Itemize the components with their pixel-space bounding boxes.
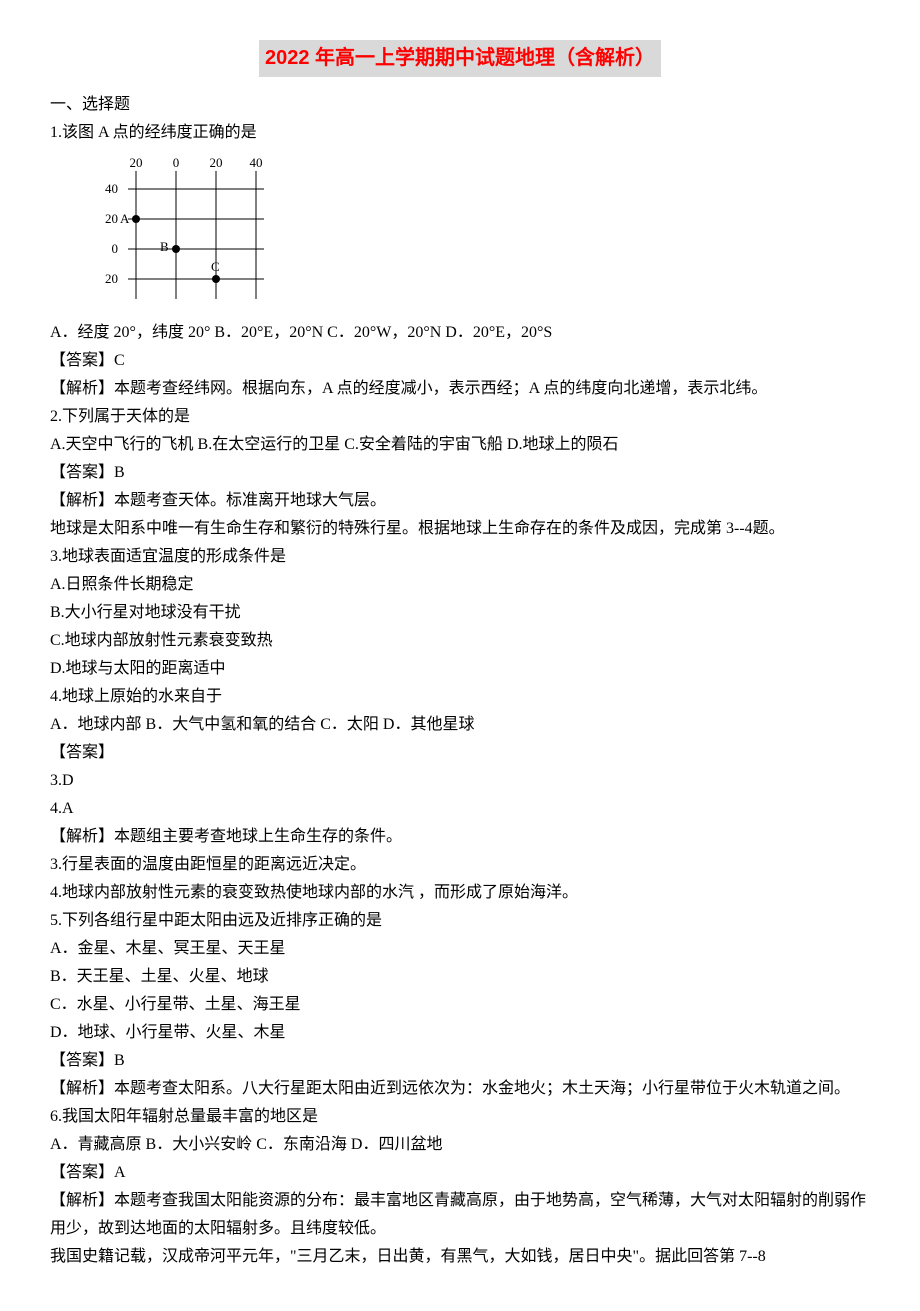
q6-options: A．青藏高原 B．大小兴安岭 C．东南沿海 D．四川盆地 bbox=[50, 1131, 870, 1159]
q6-explanation: 【解析】本题考查我国太阳能资源的分布：最丰富地区青藏高原，由于地势高，空气稀薄，… bbox=[50, 1187, 870, 1243]
q5-stem: 5.下列各组行星中距太阳由远及近排序正确的是 bbox=[50, 907, 870, 935]
q1-answer: 【答案】C bbox=[50, 347, 870, 375]
q5-answer: 【答案】B bbox=[50, 1047, 870, 1075]
svg-text:20: 20 bbox=[130, 155, 143, 170]
page-title: 2022 年高一上学期期中试题地理（含解析） bbox=[259, 40, 661, 77]
svg-text:B: B bbox=[160, 239, 169, 254]
q5-explanation: 【解析】本题考查太阳系。八大行星距太阳由近到远依次为：水金地火；木土天海；小行星… bbox=[50, 1075, 870, 1103]
q3-opt-b: B.大小行星对地球没有干扰 bbox=[50, 599, 870, 627]
explanation-heading-34: 【解析】本题组主要考查地球上生命生存的条件。 bbox=[50, 823, 870, 851]
q5-opt-b: B．天王星、土星、火星、地球 bbox=[50, 963, 870, 991]
answer-heading-34: 【答案】 bbox=[50, 739, 870, 767]
q3-opt-d: D.地球与太阳的距离适中 bbox=[50, 655, 870, 683]
q5-opt-a: A．金星、木星、冥王星、天王星 bbox=[50, 935, 870, 963]
svg-text:A: A bbox=[120, 211, 130, 226]
svg-text:0: 0 bbox=[173, 155, 180, 170]
q4-stem: 4.地球上原始的水来自于 bbox=[50, 683, 870, 711]
q6-answer: 【答案】A bbox=[50, 1159, 870, 1187]
explanation-4: 4.地球内部放射性元素的衰变致热使地球内部的水汽 ，而形成了原始海洋。 bbox=[50, 879, 870, 907]
lead-7-8: 我国史籍记载，汉成帝河平元年，"三月乙末，日出黄，有黑气，大如钱，居日中央"。据… bbox=[50, 1243, 870, 1271]
latlon-grid-chart: 20020404020020ABC bbox=[86, 153, 870, 313]
svg-text:20: 20 bbox=[105, 211, 118, 226]
q6-stem: 6.我国太阳年辐射总量最丰富的地区是 bbox=[50, 1103, 870, 1131]
q1-stem: 1.该图 A 点的经纬度正确的是 bbox=[50, 119, 870, 147]
q1-options: A．经度 20°，纬度 20° B．20°E，20°N C．20°W，20°N … bbox=[50, 319, 870, 347]
q3-stem: 3.地球表面适宜温度的形成条件是 bbox=[50, 543, 870, 571]
q3-opt-c: C.地球内部放射性元素衰变致热 bbox=[50, 627, 870, 655]
svg-text:40: 40 bbox=[250, 155, 263, 170]
answer-3: 3.D bbox=[50, 767, 870, 795]
svg-text:0: 0 bbox=[112, 241, 119, 256]
q2-answer: 【答案】B bbox=[50, 459, 870, 487]
explanation-3: 3.行星表面的温度由距恒星的距离远近决定。 bbox=[50, 851, 870, 879]
q1-explanation: 【解析】本题考查经纬网。根据向东，A 点的经度减小，表示西经；A 点的纬度向北递… bbox=[50, 375, 870, 403]
answer-4: 4.A bbox=[50, 795, 870, 823]
svg-text:C: C bbox=[211, 259, 220, 274]
svg-text:20: 20 bbox=[210, 155, 223, 170]
q2-stem: 2.下列属于天体的是 bbox=[50, 403, 870, 431]
svg-text:40: 40 bbox=[105, 181, 118, 196]
q5-opt-d: D．地球、小行星带、火星、木星 bbox=[50, 1019, 870, 1047]
svg-text:20: 20 bbox=[105, 271, 118, 286]
q2-explanation: 【解析】本题考查天体。标准离开地球大气层。 bbox=[50, 487, 870, 515]
q5-opt-c: C．水星、小行星带、土星、海王星 bbox=[50, 991, 870, 1019]
lead-3-4: 地球是太阳系中唯一有生命生存和繁衍的特殊行星。根据地球上生命存在的条件及成因，完… bbox=[50, 515, 870, 543]
q2-options: A.天空中飞行的飞机 B.在太空运行的卫星 C.安全着陆的宇宙飞船 D.地球上的… bbox=[50, 431, 870, 459]
q3-opt-a: A.日照条件长期稳定 bbox=[50, 571, 870, 599]
q4-options: A．地球内部 B．大气中氢和氧的结合 C．太阳 D．其他星球 bbox=[50, 711, 870, 739]
section-heading: 一、选择题 bbox=[50, 91, 870, 119]
